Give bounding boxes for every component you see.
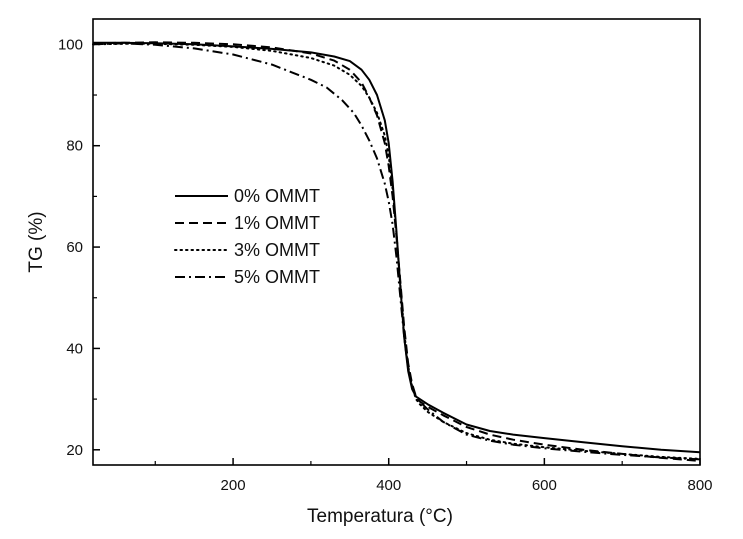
y-tick-label: 40 bbox=[66, 340, 83, 357]
x-tick-label: 800 bbox=[687, 477, 712, 494]
x-axis-ticks: 200 400 600 800 bbox=[154, 458, 713, 494]
series-lines bbox=[92, 41, 701, 462]
series-line-3-ommt bbox=[92, 42, 701, 460]
y-tick-label: 60 bbox=[66, 239, 83, 256]
series-line-1-ommt bbox=[92, 41, 701, 462]
legend-label: 5% OMMT bbox=[234, 267, 320, 287]
y-tick-label: 80 bbox=[66, 138, 83, 155]
x-tick-label: 200 bbox=[221, 477, 246, 494]
x-axis-label: Temperatura (°C) bbox=[307, 506, 453, 527]
y-axis-label: TG (%) bbox=[26, 211, 47, 272]
x-tick-label: 400 bbox=[376, 477, 401, 494]
plot-frame bbox=[92, 18, 701, 466]
y-tick-label: 20 bbox=[66, 442, 83, 459]
legend: 0% OMMT 1% OMMT 3% OMMT 5% OMMT bbox=[174, 186, 320, 287]
legend-label: 0% OMMT bbox=[234, 186, 320, 206]
x-tick-label: 600 bbox=[532, 477, 557, 494]
y-tick-label: 100 bbox=[58, 36, 83, 53]
series-line-5-ommt bbox=[92, 42, 701, 461]
legend-label: 3% OMMT bbox=[234, 240, 320, 260]
y-axis-ticks: 20 40 60 80 100 bbox=[58, 36, 100, 459]
legend-label: 1% OMMT bbox=[234, 213, 320, 233]
